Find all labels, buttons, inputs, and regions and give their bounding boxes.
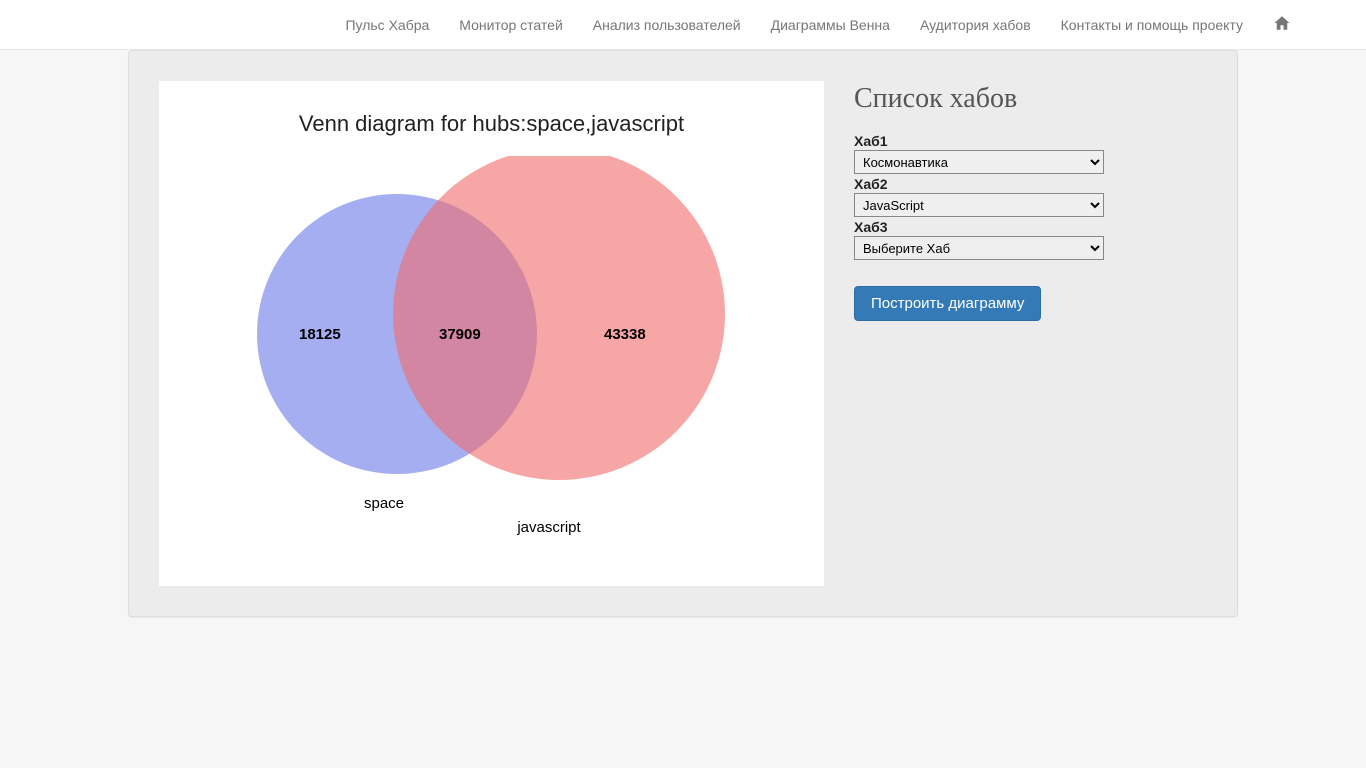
top-navbar: Пульс Хабра Монитор статей Анализ пользо… <box>0 0 1366 50</box>
nav-contacts[interactable]: Контакты и помощь проекту <box>1046 0 1258 49</box>
hub2-label: Хаб2 <box>854 176 1207 192</box>
nav-list: Пульс Хабра Монитор статей Анализ пользо… <box>330 0 1306 49</box>
nav-pulse[interactable]: Пульс Хабра <box>330 0 444 49</box>
sidebar-title: Список хабов <box>854 83 1207 115</box>
hub3-label: Хаб3 <box>854 219 1207 235</box>
main-panel: Venn diagram for hubs:space,javascript 1… <box>128 50 1238 617</box>
nav-users[interactable]: Анализ пользователей <box>578 0 756 49</box>
nav-monitor[interactable]: Монитор статей <box>444 0 577 49</box>
hub1-label: Хаб1 <box>854 133 1207 149</box>
nav-venn[interactable]: Диаграммы Венна <box>756 0 905 49</box>
nav-home[interactable] <box>1258 0 1306 49</box>
nav-audience[interactable]: Аудитория хабов <box>905 0 1046 49</box>
home-icon <box>1273 14 1291 35</box>
hub2-select[interactable]: JavaScript <box>854 193 1104 217</box>
venn-value-b: 43338 <box>604 326 646 343</box>
hub1-select[interactable]: Космонавтика <box>854 150 1104 174</box>
chart-title: Venn diagram for hubs:space,javascript <box>159 111 824 137</box>
hub3-select[interactable]: Выберите Хаб <box>854 236 1104 260</box>
venn-label-b: javascript <box>516 519 581 536</box>
venn-svg: 18125 37909 43338 space javascript <box>249 156 749 556</box>
venn-value-intersection: 37909 <box>439 326 481 343</box>
venn-value-a: 18125 <box>299 326 341 343</box>
venn-label-a: space <box>364 495 404 512</box>
venn-chart: Venn diagram for hubs:space,javascript 1… <box>159 81 824 586</box>
venn-circle-b <box>393 156 725 480</box>
build-diagram-button[interactable]: Построить диаграмму <box>854 286 1041 321</box>
